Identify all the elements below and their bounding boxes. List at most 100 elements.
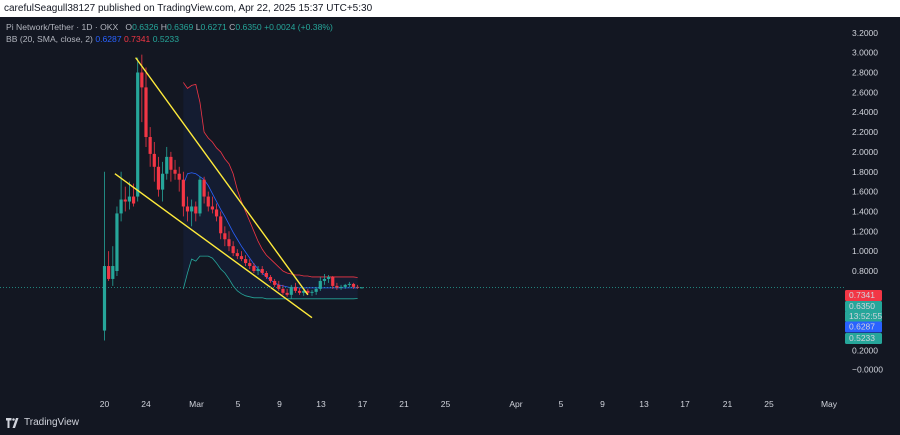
bb-legend: BB (20, SMA, close, 2) 0.6287 0.7341 0.5…: [6, 34, 179, 44]
candle: [327, 274, 331, 283]
candle: [161, 161, 165, 202]
candle-body: [214, 209, 219, 217]
candle-body: [239, 256, 244, 260]
candle: [198, 176, 202, 217]
candle: [115, 206, 119, 276]
bb-lower-price-label-text: 0.5233: [849, 333, 875, 343]
candle-body: [127, 196, 131, 202]
change-value: +0.0024 (+0.38%): [264, 22, 333, 32]
candle: [136, 57, 140, 202]
candle-body: [173, 169, 177, 174]
tradingview-brand[interactable]: TradingView: [6, 417, 79, 428]
candle: [314, 286, 318, 295]
candle-body: [281, 288, 285, 293]
candle: [185, 196, 190, 222]
candle-body: [273, 280, 277, 285]
low-value: 0.6271: [200, 22, 227, 32]
price-chart[interactable]: 3.2000 3.0000 2.8000 2.6000 2.4000 2.2000 2.00…: [0, 17, 900, 413]
close-price-label: 0.6350: [845, 301, 882, 312]
price-axis[interactable]: 3.2000 3.0000 2.8000 2.6000 2.4000 2.2000 2.00…: [852, 28, 883, 375]
candle-body: [136, 72, 140, 197]
candle: [156, 156, 161, 197]
candle: [144, 67, 148, 147]
candle-body: [268, 276, 273, 281]
candle-body: [231, 246, 235, 254]
candle-body: [119, 199, 123, 214]
candle: [210, 196, 214, 214]
candle: [322, 273, 327, 285]
candle-body: [115, 213, 119, 271]
bb-indicator-label[interactable]: BB (20, SMA, close, 2): [6, 34, 93, 44]
candle: [190, 199, 194, 227]
candle: [347, 281, 351, 287]
price-tick-label: 0.2000: [852, 346, 878, 356]
candle: [244, 255, 248, 267]
publisher-text: carefulSeagull38127 published on Trading…: [4, 3, 373, 14]
candle-body: [202, 179, 206, 197]
candle-body: [227, 239, 231, 247]
candle: [127, 181, 131, 210]
price-tick-label: 2.4000: [852, 107, 878, 117]
bb-basis-price-label: 0.6287: [845, 321, 882, 333]
candle: [223, 226, 227, 247]
upper-trendline: [135, 57, 309, 296]
candle: [173, 159, 177, 180]
candle-body: [289, 286, 293, 295]
candle-body: [314, 288, 318, 292]
candle-body: [177, 173, 181, 180]
bollinger-bands: [182, 82, 358, 300]
candle-body: [181, 179, 185, 207]
candle: [268, 274, 273, 283]
candle-body: [169, 156, 173, 170]
time-tick-label: 9: [277, 399, 282, 409]
price-tick-label: 3.0000: [852, 48, 878, 58]
time-tick-label: 17: [358, 399, 368, 409]
time-tick-label: 5: [559, 399, 564, 409]
candle-body: [248, 263, 252, 267]
open-value: 0.6326: [132, 22, 159, 32]
candle: [235, 249, 239, 260]
candle-body: [165, 156, 169, 174]
candles: [102, 54, 364, 341]
candle: [219, 211, 223, 240]
candle: [239, 251, 244, 262]
symbol-title[interactable]: Pi Network/Tether · 1D · OKX: [6, 22, 119, 32]
time-tick-label: 17: [680, 399, 690, 409]
time-tick-label: 24: [141, 399, 151, 409]
candle: [260, 266, 264, 275]
candle: [256, 266, 260, 275]
countdown-label: 13:52:55: [845, 311, 882, 322]
bb-lower-price-label-box: [845, 333, 882, 344]
candle: [194, 201, 198, 222]
price-tick-label: 1.2000: [852, 226, 878, 236]
candle: [107, 251, 111, 281]
candle-body: [140, 72, 144, 88]
bb-basis-price-label-text: 0.6287: [849, 322, 875, 332]
candle: [227, 231, 231, 252]
candle-body: [285, 292, 289, 295]
time-tick-label: 25: [441, 399, 451, 409]
candle-body: [198, 179, 202, 214]
candle: [214, 203, 219, 222]
candle: [123, 186, 127, 212]
candle-body: [190, 206, 194, 212]
footer: TradingView: [0, 413, 900, 435]
candle-body: [102, 266, 107, 331]
bb-upper-price-label-box: [845, 290, 882, 301]
candle-body: [210, 206, 214, 210]
candle-body: [152, 153, 156, 167]
candle: [152, 141, 156, 182]
bb-upper-price-label: 0.7341: [845, 290, 882, 301]
time-axis[interactable]: 20 24 Mar 5 9 13 17 21 25 Apr 5 9 13 17 21 25 May: [100, 399, 838, 409]
high-value: 0.6369: [167, 22, 194, 32]
candle-body: [264, 272, 268, 277]
high-label: H: [160, 22, 167, 32]
candle-body: [223, 233, 227, 240]
time-tick-label: 21: [723, 399, 733, 409]
close-price-label-box: [845, 301, 882, 312]
close-value: 0.6350: [235, 22, 262, 32]
trendlines[interactable]: [114, 57, 313, 319]
candle: [293, 282, 297, 293]
price-tick-label: −0.0000: [852, 365, 883, 375]
